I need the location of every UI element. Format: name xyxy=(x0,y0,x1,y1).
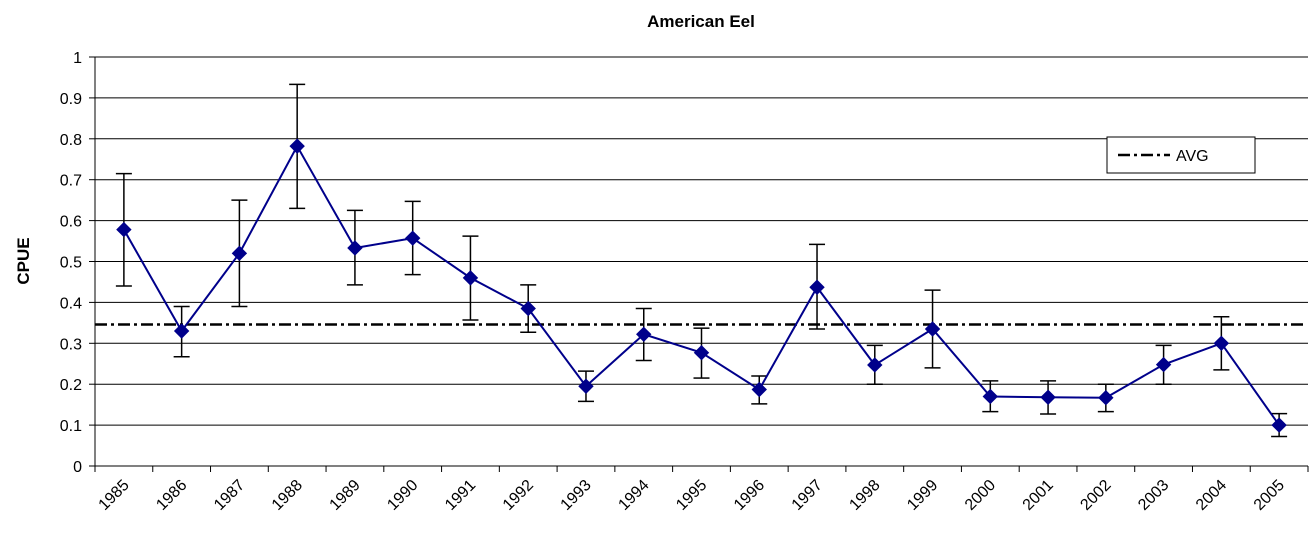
x-tick-label: 1987 xyxy=(211,477,248,514)
data-point xyxy=(116,221,132,238)
x-tick-label: 1999 xyxy=(904,477,941,514)
legend-box xyxy=(1106,136,1256,174)
y-tick-label: 0.5 xyxy=(60,255,82,272)
data-point xyxy=(404,230,421,246)
chart-title: American Eel xyxy=(647,12,755,31)
y-tick-label: 0.1 xyxy=(60,418,82,435)
x-tick-label: 1998 xyxy=(846,477,883,514)
data-point xyxy=(751,381,767,398)
y-axis-label: CPUE xyxy=(14,237,33,284)
y-tick-label: 0.8 xyxy=(60,132,82,149)
y-tick-label: 0.2 xyxy=(60,377,82,394)
data-point xyxy=(520,300,536,317)
x-tick-label: 1992 xyxy=(500,477,537,514)
y-tick-label: 0.9 xyxy=(60,91,82,108)
x-tick-label: 1997 xyxy=(789,477,826,514)
data-point xyxy=(636,326,652,343)
y-tick-label: 0.6 xyxy=(60,214,82,231)
x-tick-label: 1996 xyxy=(731,477,768,514)
data-point xyxy=(578,378,594,394)
y-tick-label: 1 xyxy=(73,50,82,67)
x-tick-label: 2001 xyxy=(1020,477,1057,514)
x-tick-label: 2000 xyxy=(962,477,999,514)
data-point xyxy=(1098,389,1114,406)
legend: AVG xyxy=(1106,136,1256,174)
x-tick-label: 2002 xyxy=(1077,477,1114,514)
data-point xyxy=(1155,356,1172,373)
x-tick-label: 1986 xyxy=(153,477,190,514)
x-tick-label: 2005 xyxy=(1251,477,1288,514)
x-tick-label: 1989 xyxy=(327,477,364,514)
data-point xyxy=(809,279,825,295)
data-point xyxy=(693,344,710,361)
data-point xyxy=(173,323,190,339)
data-point xyxy=(982,388,999,405)
data-point xyxy=(347,240,363,256)
y-tick-label: 0.7 xyxy=(60,173,82,190)
legend-avg-label: AVG xyxy=(1176,148,1209,165)
x-tick-label: 1988 xyxy=(269,477,306,514)
x-tick-label: 1990 xyxy=(384,477,421,514)
data-point xyxy=(231,245,248,262)
x-tick-label: 1995 xyxy=(673,477,710,514)
data-point xyxy=(867,357,883,373)
data-point xyxy=(289,138,305,154)
x-tick-label: 1991 xyxy=(442,477,479,514)
x-tick-label: 2004 xyxy=(1193,477,1230,514)
x-tick-label: 1985 xyxy=(96,477,133,514)
y-tick-label: 0.4 xyxy=(60,295,82,312)
y-tick-label: 0.3 xyxy=(60,336,82,353)
x-tick-label: 2003 xyxy=(1135,477,1172,514)
data-point xyxy=(924,321,941,337)
data-point xyxy=(462,270,479,286)
x-tick-label: 1993 xyxy=(558,477,595,514)
x-tick-label: 1994 xyxy=(615,477,652,514)
data-point xyxy=(1213,335,1230,352)
y-tick-label: 0 xyxy=(73,459,82,476)
data-point xyxy=(1040,389,1056,405)
data-point xyxy=(1271,417,1287,433)
